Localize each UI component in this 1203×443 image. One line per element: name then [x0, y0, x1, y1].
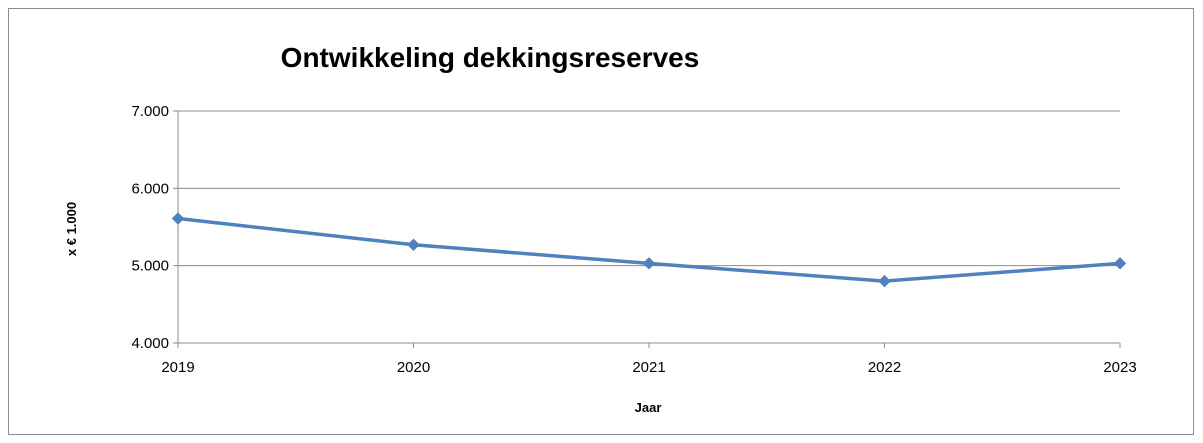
- x-tick-label-0: 2019: [161, 359, 194, 376]
- data-point-2022: [878, 274, 891, 288]
- x-axis-label: Jaar: [635, 400, 662, 415]
- x-tick-label-3: 2022: [868, 359, 901, 376]
- chart-title: Ontwikkeling dekkingsreserves: [281, 42, 700, 73]
- axes: [173, 110, 1121, 348]
- x-tick-label-4: 2023: [1103, 359, 1136, 376]
- y-axis-label: x € 1.000: [64, 202, 79, 256]
- data-point-2023: [1113, 257, 1127, 270]
- y-tick-label-1: 5.000: [131, 258, 169, 275]
- y-tick-label-3: 7.000: [131, 103, 169, 120]
- x-tick-label-1: 2020: [397, 359, 430, 376]
- data-point-2021: [642, 257, 656, 270]
- series-line-0: [176, 216, 1122, 283]
- series-layer: [171, 212, 1127, 288]
- y-tick-labels: 4.000 5.000 6.000 7.000: [131, 103, 169, 352]
- x-tick-labels: 2019 2020 2021 2022 2023: [161, 359, 1136, 376]
- data-point-2020: [407, 238, 420, 251]
- x-tick-label-2: 2021: [632, 359, 665, 376]
- data-point-2019: [171, 212, 185, 225]
- gridlines: [178, 110, 1120, 267]
- y-tick-label-0: 4.000: [131, 335, 169, 352]
- y-tick-label-2: 6.000: [131, 180, 169, 197]
